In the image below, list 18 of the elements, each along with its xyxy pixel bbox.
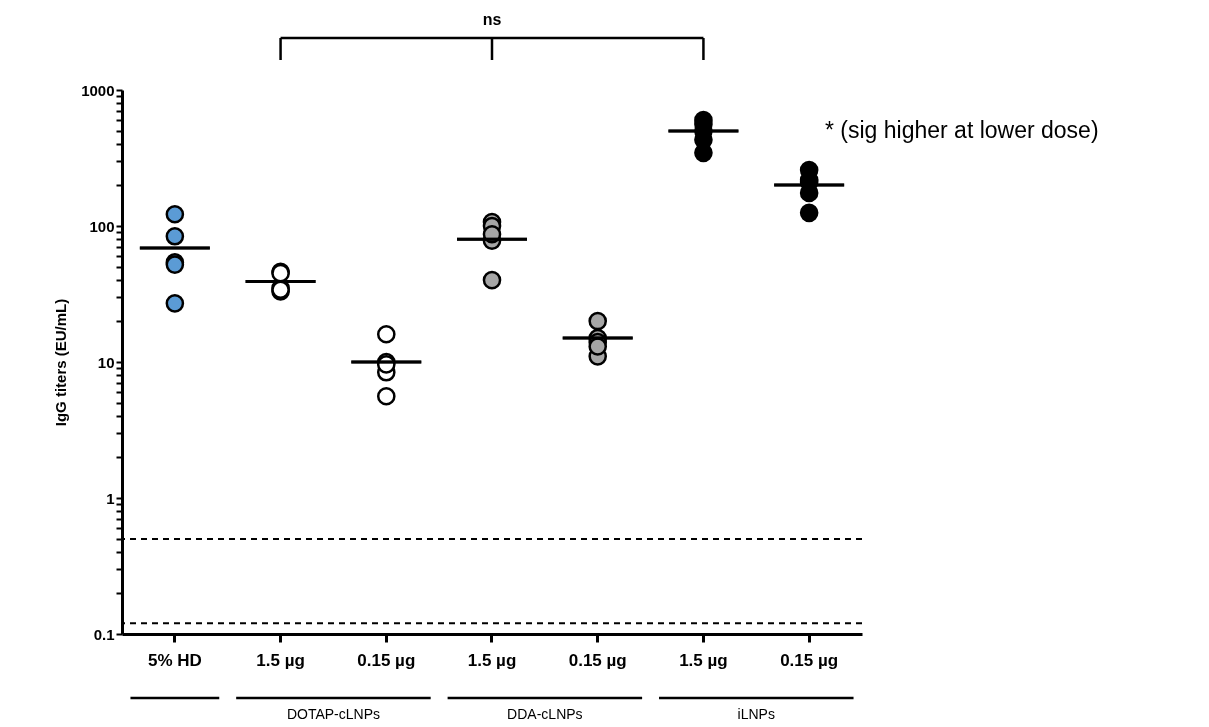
y-tick-label: 10 [97,353,115,371]
text: iLNPs [737,706,775,722]
x-tick-label: 0.15 µg [357,650,416,670]
x-tick-label: 5% HD [147,650,202,670]
y-axis-title: IgG titers (EU/mL) [52,298,70,427]
x-tick-label: 1.5 µg [467,650,517,670]
x-tick-label: 0.15 µg [780,650,839,670]
annotation: * (sig higher at lower dose) [825,116,1099,143]
text: ns [482,11,502,28]
y-tick-label: 1000 [81,81,115,99]
x-tick-label: 1.5 µg [256,650,305,670]
y-tick-label: 0.1 [93,625,115,643]
x-tick-label: 0.15 µg [568,650,627,670]
text: DDA-cLNPs [507,706,583,722]
y-tick-label: 1 [106,489,115,507]
x-tick-label: 1.5 µg [679,650,728,670]
text: DOTAP-cLNPs [286,706,380,722]
y-tick-label: 100 [89,217,115,235]
